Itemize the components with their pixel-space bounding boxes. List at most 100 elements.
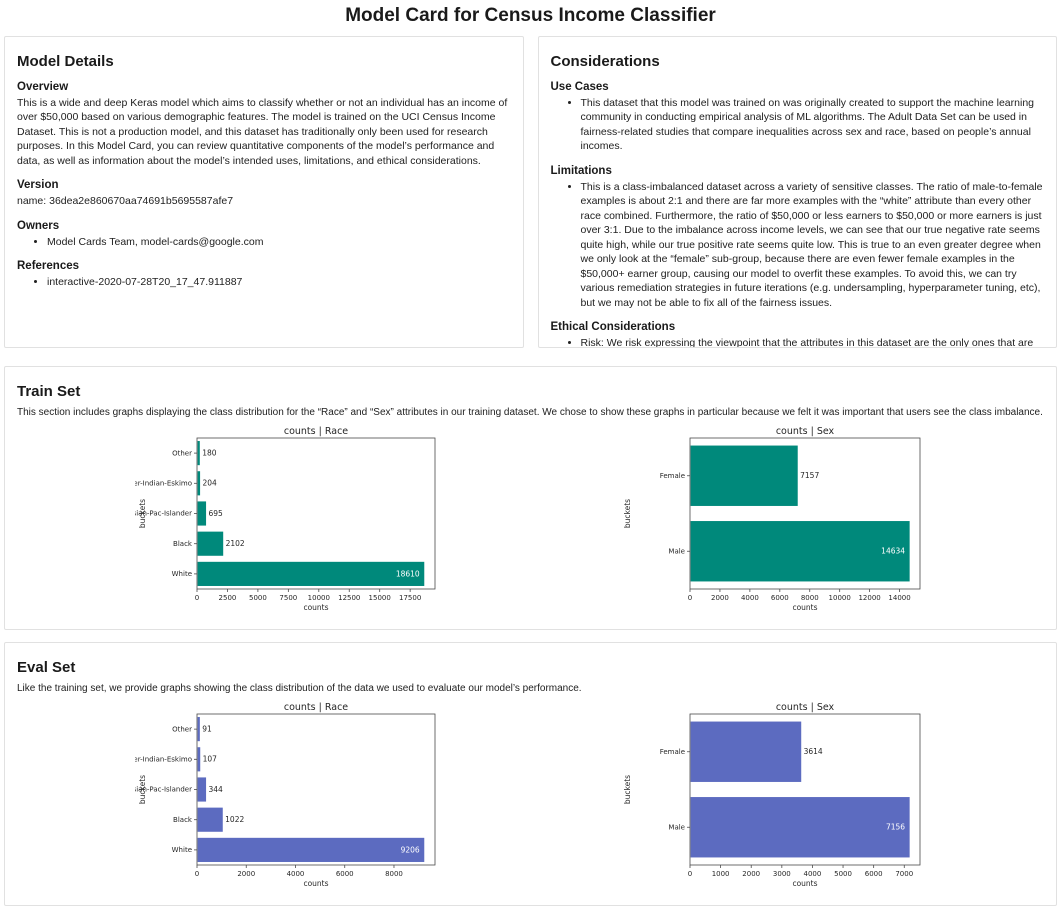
use-cases-list: This dataset that this model was trained… <box>551 96 1045 154</box>
references-list: interactive-2020-07-28T20_17_47.911887 <box>17 275 511 289</box>
x-tick-label: 6000 <box>771 594 789 602</box>
eval-set-description: Like the training set, we provide graphs… <box>17 683 582 694</box>
eval-charts-row: 0 2000 4000 6000 8000 Other 91 Amer-Indian-Eski… <box>17 698 1044 892</box>
chart-title: counts | Sex <box>776 702 835 713</box>
category-label: Black <box>173 540 193 548</box>
x-tick-label: 2000 <box>237 870 255 878</box>
y-axis-label: buckets <box>623 775 632 804</box>
bar-Other <box>197 716 200 741</box>
x-tick-label: 5000 <box>249 594 267 602</box>
value-label: 107 <box>203 754 218 763</box>
bar-Black <box>197 531 224 556</box>
version-text: name: 36dea2e860670aa74691b5695587afe7 <box>17 195 234 208</box>
bar-Amer-Indian-Eskimo <box>197 747 201 772</box>
bar-Female <box>690 721 802 782</box>
y-axis-label: buckets <box>623 499 632 528</box>
owners-list: Model Cards Team, model-cards@google.com <box>17 235 511 249</box>
page-title: Model Card for Census Income Classifier <box>345 5 716 26</box>
category-label: Male <box>668 823 685 831</box>
bar-Amer-Indian-Eskimo <box>197 471 201 496</box>
x-tick-label: 4000 <box>741 594 759 602</box>
bar-Black <box>197 807 223 832</box>
value-label: 14634 <box>881 546 905 555</box>
train-charts-row: 0 2500 5000 7500 10000 12500 15000 17500 Other 18… <box>17 422 1044 616</box>
bar-Asian-Pac-Islander <box>197 501 207 526</box>
considerations-card: Considerations Use Cases This dataset th… <box>537 36 1057 348</box>
use-cases-heading: Use Cases <box>550 81 609 93</box>
x-tick-label: 12000 <box>858 594 880 602</box>
train-set-description: This section includes graphs displaying … <box>17 407 1043 418</box>
bar-Other <box>197 440 200 465</box>
category-label: Other <box>172 725 192 733</box>
x-tick-label: 7500 <box>279 594 297 602</box>
chart-title: counts | Sex <box>776 426 835 437</box>
reference-item: interactive-2020-07-28T20_17_47.911887 <box>47 275 511 289</box>
x-tick-label: 2500 <box>219 594 237 602</box>
bar-Asian-Pac-Islander <box>197 777 207 802</box>
x-axis-label: counts <box>303 879 328 888</box>
version-heading: Version <box>17 179 59 192</box>
category-label: Asian-Pac-Islander <box>135 786 192 794</box>
train-race-chart: 0 2500 5000 7500 10000 12500 15000 17500 Other 18… <box>122 426 475 616</box>
owner-item: Model Cards Team, model-cards@google.com <box>47 235 511 249</box>
x-tick-label: 2000 <box>711 594 729 602</box>
x-tick-label: 0 <box>195 870 199 878</box>
x-tick-label: 0 <box>688 594 692 602</box>
x-tick-label: 15000 <box>369 594 391 602</box>
plot-border <box>689 437 921 590</box>
eval-race-chart: 0 2000 4000 6000 8000 Other 91 Amer-Indian-Eski… <box>122 702 475 892</box>
x-tick-label: 3000 <box>773 870 791 878</box>
x-tick-label: 6000 <box>336 870 354 878</box>
owners-heading: Owners <box>17 219 60 232</box>
train-set-card: Train Set This section includes graphs d… <box>4 366 1057 630</box>
eval-set-title: Eval Set <box>17 659 76 676</box>
ethical-item: Risk: We risk expressing the viewpoint t… <box>581 336 1045 347</box>
value-label: 7156 <box>886 822 905 831</box>
value-label: 3614 <box>804 747 823 756</box>
overview-text: This is a wide and deep Keras model whic… <box>17 97 508 167</box>
bar-White <box>197 837 425 862</box>
value-label: 18610 <box>396 569 420 578</box>
x-tick-label: 17500 <box>399 594 421 602</box>
limitations-heading: Limitations <box>550 164 612 177</box>
value-label: 204 <box>202 478 217 487</box>
use-case-item: This dataset that this model was trained… <box>581 96 1045 154</box>
bar-Male <box>690 796 910 858</box>
limitations-list: This is a class-imbalanced dataset acros… <box>551 180 1045 310</box>
category-label: Female <box>660 472 685 480</box>
category-label: Amer-Indian-Eskimo <box>135 755 192 763</box>
x-tick-label: 10000 <box>829 594 851 602</box>
category-label: Asian-Pac-Islander <box>135 510 192 518</box>
chart-title: counts | Race <box>284 426 348 437</box>
x-axis-label: counts <box>303 603 328 612</box>
value-label: 180 <box>202 448 217 457</box>
x-tick-label: 2000 <box>742 870 760 878</box>
bar-chart-svg: 0 2000 4000 6000 8000 Other 91 Amer-Indian-Eski… <box>122 702 436 888</box>
plot-border <box>689 713 921 866</box>
category-label: Other <box>172 449 192 457</box>
category-label: Amer-Indian-Eskimo <box>135 479 192 487</box>
x-axis-label: counts <box>792 879 817 888</box>
train-set-title: Train Set <box>17 383 81 400</box>
x-axis-label: counts <box>792 603 817 612</box>
x-tick-label: 7000 <box>895 870 913 878</box>
value-label: 344 <box>208 785 223 794</box>
x-tick-label: 4000 <box>804 870 822 878</box>
bar-Female <box>690 445 798 506</box>
x-tick-label: 8000 <box>801 594 819 602</box>
ethical-considerations-list: Risk: We risk expressing the viewpoint t… <box>551 336 1045 347</box>
top-row: Model Details Overview This is a wide an… <box>4 36 1057 348</box>
value-label: 695 <box>208 509 223 518</box>
category-label: White <box>172 846 192 854</box>
considerations-title: Considerations <box>550 53 660 70</box>
value-label: 91 <box>202 724 212 733</box>
x-tick-label: 6000 <box>865 870 883 878</box>
bar-White <box>197 561 425 586</box>
x-tick-label: 0 <box>195 594 199 602</box>
bar-chart-svg: 0 1000 2000 3000 4000 5000 6000 7000 Female 3614 M… <box>623 702 921 888</box>
category-label: Female <box>660 748 685 756</box>
x-tick-label: 5000 <box>834 870 852 878</box>
model-details-card: Model Details Overview This is a wide an… <box>4 36 524 348</box>
value-label: 7157 <box>800 471 819 480</box>
train-sex-chart: 0 2000 4000 6000 8000 10000 12000 14000 Female 71… <box>620 426 960 616</box>
